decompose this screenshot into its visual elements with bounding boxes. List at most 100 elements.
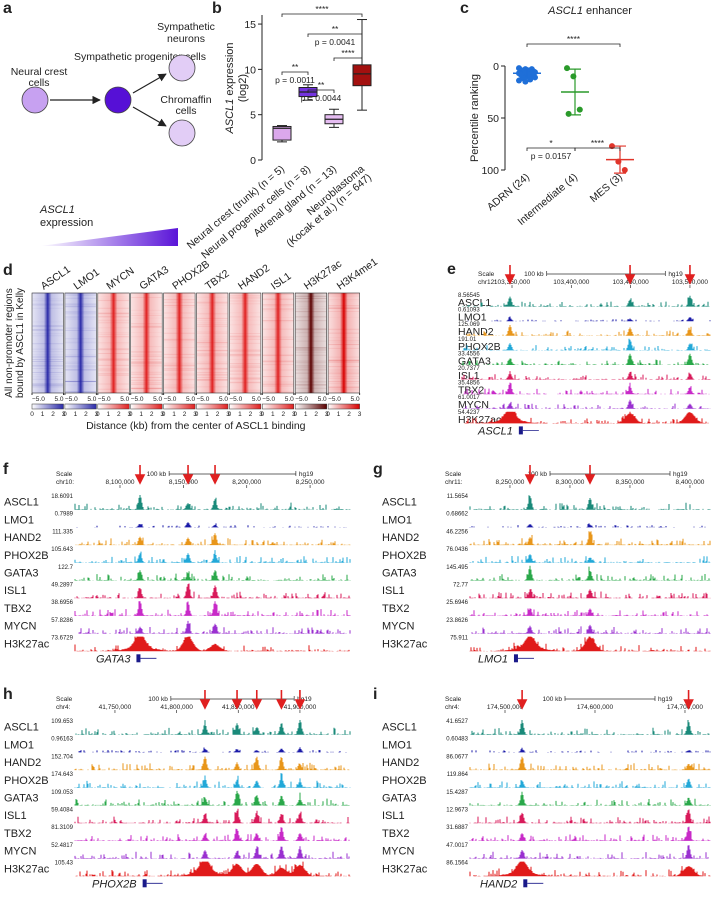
significance-bracket: [526, 43, 621, 47]
signal-track: [462, 295, 710, 307]
peak-arrow: [624, 265, 636, 285]
track-name: HAND2: [382, 757, 419, 769]
peak-arrow: [209, 465, 221, 485]
error-bar: [521, 67, 533, 80]
signal-track: [75, 720, 351, 735]
box: [272, 125, 292, 141]
track-name: MYCN: [4, 846, 36, 858]
colorbar-tick-label: 3: [292, 411, 296, 418]
peak-arrow: [516, 690, 528, 710]
track-scale: 109.653: [51, 719, 73, 725]
track-scale: 52.4817: [51, 843, 73, 849]
arrow: [132, 73, 167, 94]
colorbar-tick-label: 3: [259, 411, 263, 418]
y-axis-label-gene: ASCL1: [224, 99, 236, 135]
signal-track: [469, 589, 711, 599]
cell-node: [21, 86, 49, 114]
peak-arrow: [276, 690, 287, 710]
track-name: ASCL1: [4, 722, 39, 734]
peak-arrow: [182, 465, 194, 485]
x-tick-label: ADRN (24): [485, 171, 532, 213]
track-name: LMO1: [382, 514, 412, 526]
gene-label: ASCL1: [477, 425, 513, 437]
signal-track: [74, 583, 351, 599]
gene-model: [513, 654, 518, 663]
signal-track: [461, 371, 711, 380]
x-tick-label: 103,350,000: [494, 279, 531, 286]
signal-track: [74, 756, 350, 771]
chrom-label: chr11:: [445, 479, 463, 486]
track-name: HAND2: [4, 532, 41, 544]
signal-track: [461, 353, 709, 365]
track-scale: 0.68662: [446, 512, 468, 518]
scale-label: Scale: [445, 696, 462, 703]
track-scale: 35.4856: [458, 381, 480, 387]
track-scale: 109.053: [51, 790, 73, 796]
track-scale: 125.069: [458, 322, 480, 328]
significance-bracket: [281, 13, 363, 17]
heatmap: [97, 292, 130, 394]
signal-track: [74, 636, 350, 652]
column-label: HAND2: [236, 262, 272, 292]
track-name: ASCL1: [382, 722, 417, 734]
signal-track: [469, 495, 711, 510]
colorbar-tick-label: 3: [62, 411, 66, 418]
column-label: ASCL1: [39, 263, 73, 292]
peak-arrow: [231, 690, 243, 710]
track-name: ASCL1: [4, 497, 39, 509]
track-scale: 41.6527: [446, 719, 468, 725]
heatmap: [31, 292, 64, 394]
track-scale: 174.643: [51, 772, 73, 778]
track-scale: 81.3109: [51, 825, 73, 831]
gene-label: GATA3: [96, 653, 131, 665]
significance-bracket: [307, 33, 363, 37]
track-name: ASCL1: [382, 497, 417, 509]
colorbar-tick-label: 1: [271, 411, 275, 418]
track-scale: 31.6887: [446, 825, 468, 831]
signal-track: [470, 720, 710, 735]
track-name: MYCN: [382, 621, 414, 633]
signal-track: [469, 531, 711, 546]
signal-track: [471, 624, 711, 634]
gene-model: [142, 879, 147, 888]
track-name: PHOX2B: [382, 775, 427, 787]
track-name: LMO1: [382, 739, 412, 751]
track-scale: 0.60483: [446, 737, 468, 743]
signal-track: [469, 523, 706, 528]
y-axis-label: ASCL1 expression: [224, 42, 236, 134]
track-scale: 75.911: [450, 636, 469, 642]
colorbar-tick-label: 0: [129, 411, 133, 418]
significance-bracket: [333, 57, 363, 61]
track-name: MYCN: [4, 621, 36, 633]
colorbar-tick-label: 0: [30, 411, 34, 418]
track-name: ISL1: [382, 585, 405, 597]
scale-bar-label: 100 kb: [524, 271, 544, 278]
track-name: TBX2: [4, 603, 32, 615]
signal-track: [469, 554, 711, 563]
colorbar: [163, 403, 196, 410]
track-name: ISL1: [4, 585, 27, 597]
x-tick-label: 5.0: [87, 396, 96, 403]
track-scale: 105.643: [51, 547, 73, 553]
chart-title: ASCL1 enhancer: [547, 5, 632, 17]
signal-track: [462, 399, 711, 409]
signal-track: [74, 790, 350, 806]
significance-label: p = 0.0011: [275, 75, 315, 85]
track-scale: 152.704: [51, 754, 73, 760]
track-name: H3K27ac: [4, 638, 50, 650]
y-axis-label-text: expression: [224, 42, 236, 95]
track-scale: 15.4287: [446, 790, 468, 796]
x-tick-label: 8,350,000: [615, 479, 644, 486]
node-label: cells: [28, 77, 49, 89]
track-scale: 33.4556: [458, 351, 480, 357]
colorbar: [229, 403, 262, 410]
x-tick-label: 8,400,000: [675, 479, 704, 486]
scale-bar: [546, 271, 666, 276]
track-scale: 111.335: [52, 529, 73, 535]
track-name: LMO1: [4, 514, 34, 526]
colorbar-tick-label: 1: [238, 411, 242, 418]
x-tick-label: −5.0: [32, 396, 45, 403]
column-label: GATA3: [137, 264, 171, 293]
colorbar-tick-label: 3: [193, 411, 197, 418]
signal-track: [75, 533, 351, 546]
